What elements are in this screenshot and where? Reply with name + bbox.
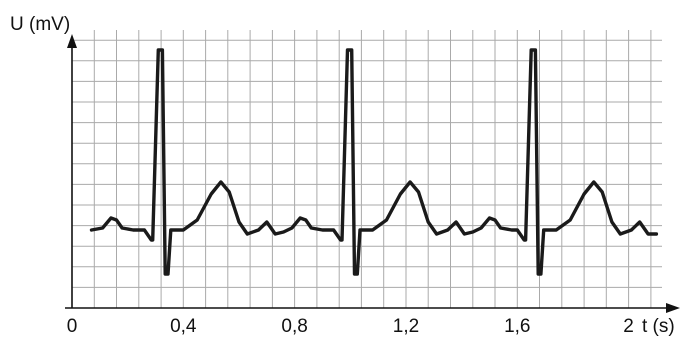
chart-grid (72, 30, 662, 308)
x-tick-label: 0 (67, 316, 78, 337)
y-axis-arrow-icon (67, 34, 77, 48)
x-tick-label: 0,4 (170, 316, 197, 337)
y-axis-label: U (mV) (10, 14, 70, 35)
x-axis-label: t (s) (642, 316, 675, 337)
x-tick-label: 2 (623, 316, 634, 337)
x-tick-label: 0,8 (281, 316, 307, 337)
ecg-trace-line (89, 48, 659, 276)
x-tick-label: 1,2 (393, 316, 419, 337)
x-tick-label: 1,6 (504, 316, 530, 337)
x-axis-arrow-icon (666, 303, 680, 313)
